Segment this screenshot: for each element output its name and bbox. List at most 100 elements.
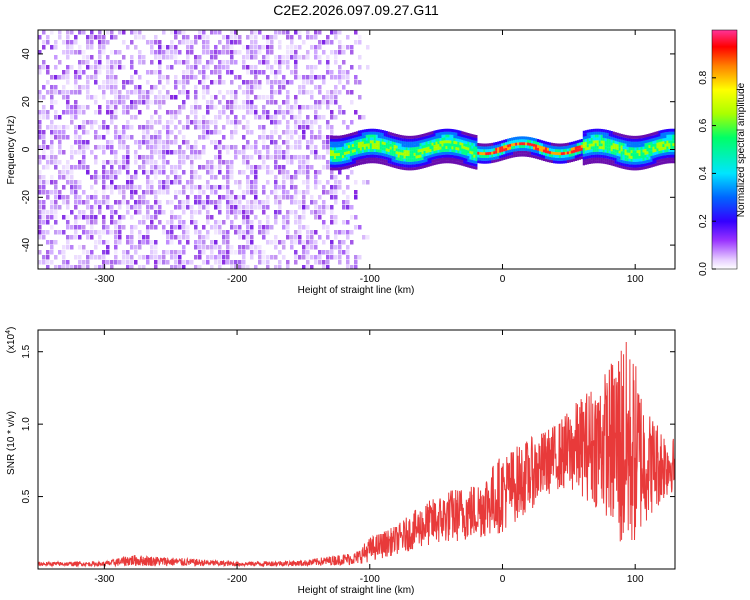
spectrogram-noise-cell	[226, 205, 230, 210]
spectrogram-signal-cell	[638, 152, 641, 156]
spectrogram-noise-cell	[274, 130, 278, 135]
spectrogram-noise-cell	[290, 155, 294, 160]
spectrogram-signal-cell	[455, 138, 458, 142]
spectrogram-noise-cell	[282, 245, 286, 250]
spectrogram-signal-cell	[650, 132, 653, 136]
spectrogram-noise-cell	[346, 175, 350, 180]
spectrogram-noise-cell	[178, 240, 182, 245]
spectrogram-signal-cell	[660, 144, 663, 148]
spectrogram-signal-cell	[570, 141, 574, 145]
spectrogram-signal-cell	[375, 131, 378, 135]
spectrogram-noise-cell	[218, 75, 222, 80]
spectrogram-noise-cell	[254, 70, 258, 75]
spectrogram-noise-cell	[242, 55, 246, 60]
spectrogram-noise-cell	[86, 235, 90, 240]
spectrogram-noise-cell	[354, 180, 358, 185]
spectrogram-noise-cell	[306, 250, 310, 255]
spectrogram-noise-cell	[66, 170, 70, 175]
spectrogram-signal-cell	[640, 141, 643, 145]
spectrogram-noise-cell	[226, 240, 230, 245]
spectrogram-signal-cell	[335, 147, 339, 151]
spectrogram-noise-cell	[262, 230, 266, 235]
spectrogram-signal-cell	[666, 134, 669, 138]
spectrogram-signal-cell	[447, 143, 450, 147]
spectrogram-signal-cell	[333, 138, 337, 142]
spectrogram-signal-cell	[445, 143, 448, 147]
spectrogram-noise-cell	[182, 35, 186, 40]
spectrogram-signal-cell	[632, 150, 635, 154]
spectrogram-signal-cell	[389, 160, 392, 164]
spectrogram-noise-cell	[38, 185, 42, 190]
spectrogram-noise-cell	[194, 110, 198, 115]
spectrogram-noise-cell	[134, 190, 138, 195]
spectrogram-noise-cell	[174, 180, 178, 185]
spectrogram-noise-cell	[130, 240, 134, 245]
spectrogram-signal-cell	[351, 155, 355, 159]
spectrogram-signal-cell	[570, 150, 574, 154]
spectrogram-signal-cell	[473, 143, 476, 147]
spectrogram-signal-cell	[391, 155, 394, 159]
spectrogram-signal-cell	[590, 143, 593, 147]
spectrogram-noise-cell	[170, 200, 174, 205]
spectrogram-signal-cell	[461, 145, 464, 149]
spectrogram-signal-cell	[397, 145, 400, 149]
spectrogram-signal-cell	[666, 146, 669, 150]
spectrogram-signal-cell	[335, 150, 339, 154]
spectrogram-noise-cell	[158, 95, 162, 100]
spectrogram-noise-cell	[258, 165, 262, 170]
spectrogram-signal-cell	[610, 153, 613, 157]
spectrogram-signal-cell	[533, 149, 536, 153]
spectrogram-noise-cell	[98, 70, 102, 75]
spectrogram-noise-cell	[294, 235, 298, 240]
spectrogram-signal-cell	[503, 154, 506, 158]
spectrogram-signal-cell	[379, 138, 382, 142]
spectrogram-signal-cell	[469, 142, 472, 146]
spectrogram-noise-cell	[278, 105, 282, 110]
spectrogram-noise-cell	[338, 240, 342, 245]
spectrogram-noise-cell	[90, 120, 94, 125]
spectrogram-noise-cell	[66, 95, 70, 100]
spectrogram-signal-cell	[331, 158, 335, 162]
spectrogram-noise-cell	[266, 255, 270, 260]
spectrogram-signal-cell	[333, 155, 337, 159]
spectrogram-noise-cell	[106, 245, 110, 250]
spectrogram-signal-cell	[445, 137, 448, 141]
spectrogram-noise-cell	[170, 215, 174, 220]
spectrogram-noise-cell	[146, 105, 150, 110]
spectrogram-noise-cell	[262, 235, 266, 240]
spectrogram-signal-cell	[564, 143, 568, 147]
spectrogram-signal-cell	[529, 137, 532, 141]
spectrogram-signal-cell	[664, 149, 667, 153]
spectrogram-noise-cell	[210, 165, 214, 170]
spectrogram-signal-cell	[666, 137, 669, 141]
spectrogram-signal-cell	[367, 128, 370, 132]
spectrogram-noise-cell	[194, 255, 198, 260]
spectrogram-signal-cell	[608, 130, 611, 134]
spectrogram-signal-cell	[459, 162, 462, 166]
spectrogram-noise-cell	[210, 245, 214, 250]
spectrogram-noise-cell	[90, 30, 94, 35]
spectrogram-signal-cell	[501, 146, 504, 150]
spectrogram-noise-cell	[50, 125, 54, 130]
spectrogram-signal-cell	[622, 143, 625, 147]
spectrogram-noise-cell	[170, 55, 174, 60]
spectrogram-noise-cell	[102, 175, 106, 180]
spectrogram-noise-cell	[358, 65, 362, 70]
spectrogram-signal-cell	[622, 140, 625, 144]
spectrogram-noise-cell	[318, 60, 322, 65]
spectrogram-noise-cell	[214, 245, 218, 250]
spectrogram-signal-cell	[461, 131, 464, 135]
spectrogram-signal-cell	[660, 161, 663, 165]
spectrogram-signal-cell	[592, 148, 595, 152]
spectrogram-signal-cell	[491, 157, 494, 161]
spectrogram-noise-cell	[82, 245, 86, 250]
spectrogram-noise-cell	[234, 125, 238, 130]
spectrogram-noise-cell	[42, 145, 46, 150]
spectrogram-signal-cell	[658, 150, 661, 154]
spectrogram-noise-cell	[178, 50, 182, 55]
spectrogram-noise-cell	[286, 125, 290, 130]
spectrogram-noise-cell	[62, 230, 66, 235]
spectrogram-signal-cell	[596, 160, 599, 164]
spectrogram-noise-cell	[54, 205, 58, 210]
spectrogram-noise-cell	[350, 265, 354, 269]
